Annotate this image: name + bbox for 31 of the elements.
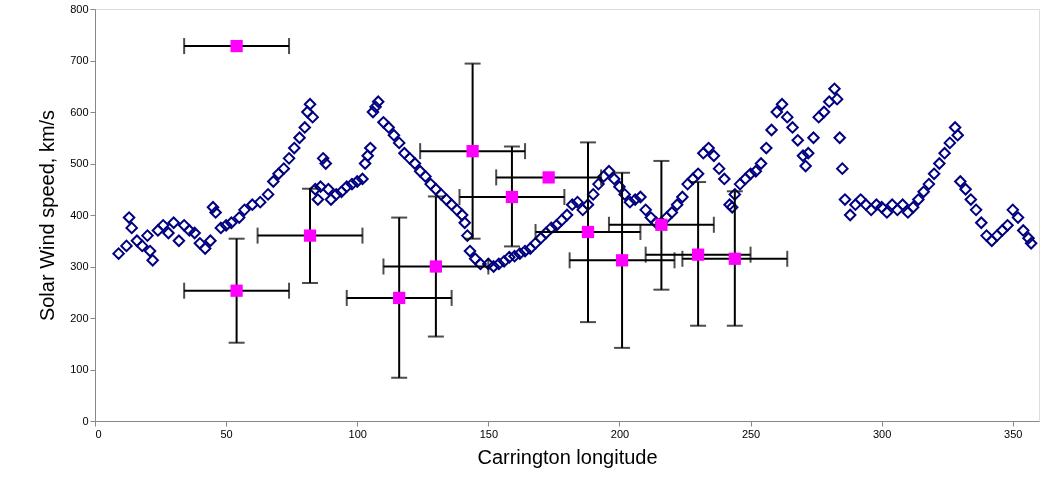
x-tick-label: 300 [872, 427, 892, 440]
x-tick-label: 0 [95, 427, 102, 440]
point [303, 229, 317, 242]
point [581, 225, 595, 239]
y-tick-label: 500 [70, 157, 89, 169]
point [728, 252, 741, 265]
y-tick-label: 600 [70, 105, 89, 118]
x-tick-label: 200 [610, 427, 630, 440]
x-tick-label: 50 [220, 427, 233, 440]
y-tick-label: 100 [70, 363, 89, 375]
point [393, 291, 406, 305]
point [230, 284, 243, 297]
point [230, 39, 243, 53]
x-tick-label: 250 [741, 427, 761, 440]
y-tick-label: 200 [70, 311, 89, 324]
point [505, 190, 519, 204]
x-axis-title: Carrington longitude [477, 445, 658, 468]
point [429, 260, 443, 273]
point [466, 145, 479, 158]
x-tick-label: 100 [348, 427, 367, 440]
y-axis-title: Solar Wind speed, km/s [36, 109, 59, 322]
x-tick-label: 350 [1004, 427, 1023, 440]
y-tick-label: 800 [70, 2, 89, 15]
x-tick-label: 150 [479, 427, 499, 440]
y-tick-label: 400 [70, 208, 89, 221]
point [542, 171, 555, 184]
y-tick-label: 300 [70, 260, 89, 272]
y-tick-label: 0 [82, 414, 89, 427]
point [691, 248, 705, 261]
point [615, 254, 629, 267]
y-tick-label: 700 [70, 54, 89, 66]
